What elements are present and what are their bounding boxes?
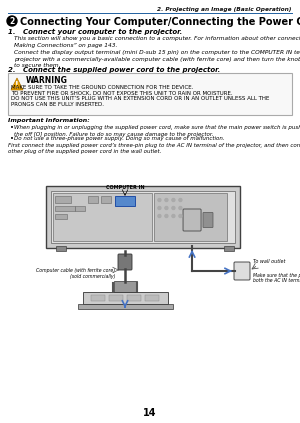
FancyBboxPatch shape <box>55 206 75 211</box>
FancyBboxPatch shape <box>203 212 213 228</box>
Text: •: • <box>10 125 14 131</box>
Text: To wall outlet: To wall outlet <box>253 259 285 264</box>
Circle shape <box>158 198 161 201</box>
Text: PRONGS CAN BE FULLY INSERTED.: PRONGS CAN BE FULLY INSERTED. <box>11 102 104 107</box>
FancyBboxPatch shape <box>77 304 172 309</box>
FancyBboxPatch shape <box>113 281 136 292</box>
FancyBboxPatch shape <box>82 292 167 304</box>
Circle shape <box>172 214 175 217</box>
FancyBboxPatch shape <box>56 246 66 251</box>
Text: !: ! <box>15 80 19 90</box>
Text: COMPUTER IN: COMPUTER IN <box>106 185 144 190</box>
Text: (sold commercially): (sold commercially) <box>70 274 115 279</box>
FancyBboxPatch shape <box>8 73 292 115</box>
Text: TO PREVENT FIRE OR SHOCK, DO NOT EXPOSE THIS UNIT TO RAIN OR MOISTURE.: TO PREVENT FIRE OR SHOCK, DO NOT EXPOSE … <box>11 91 232 96</box>
Circle shape <box>172 198 175 201</box>
FancyBboxPatch shape <box>115 196 135 206</box>
Circle shape <box>165 198 168 201</box>
FancyBboxPatch shape <box>91 295 104 301</box>
FancyBboxPatch shape <box>154 193 226 241</box>
Circle shape <box>7 16 17 26</box>
Text: Important Information:: Important Information: <box>8 118 90 123</box>
Text: both the AC IN terminal and the wall outlet.: both the AC IN terminal and the wall out… <box>253 278 300 283</box>
Text: 1.   Connect your computer to the projector.: 1. Connect your computer to the projecto… <box>8 29 182 35</box>
Circle shape <box>179 214 182 217</box>
Text: MAKE SURE TO TAKE THE GROUND CONNECTION FOR THE DEVICE.: MAKE SURE TO TAKE THE GROUND CONNECTION … <box>11 85 194 90</box>
FancyBboxPatch shape <box>109 295 122 301</box>
Circle shape <box>165 206 168 209</box>
FancyBboxPatch shape <box>55 196 71 203</box>
Text: First connect the supplied power cord’s three-pin plug to the AC IN terminal of : First connect the supplied power cord’s … <box>8 143 300 148</box>
FancyBboxPatch shape <box>145 295 158 301</box>
FancyBboxPatch shape <box>55 214 67 219</box>
Circle shape <box>158 214 161 217</box>
Text: Computer cable (with ferrite core): Computer cable (with ferrite core) <box>36 268 115 273</box>
Text: Connect the display output terminal (mini D-sub 15 pin) on the computer to the C: Connect the display output terminal (min… <box>14 50 300 68</box>
Circle shape <box>172 206 175 209</box>
Text: Connecting Your Computer/Connecting the Power Cord: Connecting Your Computer/Connecting the … <box>20 17 300 27</box>
FancyBboxPatch shape <box>118 254 132 270</box>
FancyBboxPatch shape <box>51 191 235 243</box>
FancyBboxPatch shape <box>224 246 234 251</box>
FancyBboxPatch shape <box>127 295 140 301</box>
FancyBboxPatch shape <box>234 262 250 280</box>
Text: 14: 14 <box>143 408 157 418</box>
Text: When plugging in or unplugging the supplied power cord, make sure that the main : When plugging in or unplugging the suppl… <box>14 125 300 137</box>
Text: DO NOT USE THIS UNIT’S PLUG WITH AN EXTENSION CORD OR IN AN OUTLET UNLESS ALL TH: DO NOT USE THIS UNIT’S PLUG WITH AN EXTE… <box>11 96 269 101</box>
Text: 2.   Connect the supplied power cord to the projector.: 2. Connect the supplied power cord to th… <box>8 67 220 73</box>
Circle shape <box>179 198 182 201</box>
Circle shape <box>179 206 182 209</box>
Text: This section will show you a basic connection to a computer. For information abo: This section will show you a basic conne… <box>14 36 300 48</box>
FancyBboxPatch shape <box>46 186 240 248</box>
Text: Do not use a three-phase power supply. Doing so may cause of malfunction.: Do not use a three-phase power supply. D… <box>14 136 225 141</box>
Text: 2. Projecting an Image (Basic Operation): 2. Projecting an Image (Basic Operation) <box>157 6 291 11</box>
FancyBboxPatch shape <box>101 196 111 203</box>
Text: •: • <box>10 136 14 142</box>
FancyBboxPatch shape <box>88 196 98 203</box>
Text: 2: 2 <box>9 16 15 25</box>
Text: WARNING: WARNING <box>26 76 68 85</box>
FancyBboxPatch shape <box>183 209 201 231</box>
Circle shape <box>165 214 168 217</box>
Text: Make sure that the prongs are fully inserted into: Make sure that the prongs are fully inse… <box>253 273 300 278</box>
Polygon shape <box>11 78 23 90</box>
Circle shape <box>158 206 161 209</box>
FancyBboxPatch shape <box>75 206 85 211</box>
Text: other plug of the supplied power cord in the wall outlet.: other plug of the supplied power cord in… <box>8 149 161 154</box>
FancyBboxPatch shape <box>53 193 152 241</box>
